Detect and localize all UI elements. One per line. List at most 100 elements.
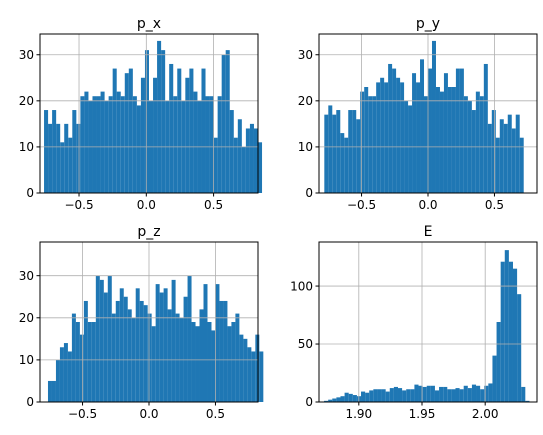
y-tick-label: 20 [19, 311, 34, 325]
histogram-bar [120, 96, 125, 193]
y-tick-label: 0 [26, 186, 34, 200]
histogram-bar [91, 322, 96, 402]
bars [44, 40, 263, 194]
histogram-bar [99, 279, 104, 402]
y-tick-label: 30 [19, 48, 34, 62]
panel-p_x: −0.5 0.0 0.5 0 10 20 30 p_x [19, 16, 263, 212]
chart-title: p_z [137, 224, 160, 240]
histogram-bar [205, 96, 210, 193]
histogram-bar [217, 96, 222, 193]
histogram-bar [157, 40, 162, 193]
histogram-bar [75, 322, 80, 402]
histogram-bar [235, 313, 240, 402]
histogram-bar [71, 313, 76, 402]
histogram-bar [336, 397, 341, 402]
chart-title: p_x [137, 16, 161, 32]
histogram-bar [79, 334, 84, 402]
histogram-bar [203, 284, 208, 402]
histogram-bar [144, 50, 149, 193]
bars [47, 275, 264, 402]
histogram-bar [402, 390, 407, 402]
histogram-bar [68, 137, 73, 193]
histogram-bar [48, 123, 53, 193]
histogram-bar [221, 54, 226, 193]
histogram-bar [219, 300, 224, 402]
histogram-bar [491, 110, 496, 193]
histogram-bar [213, 137, 218, 193]
histogram-bar [381, 389, 386, 402]
histogram-bar [209, 96, 214, 193]
histogram-bar [108, 96, 113, 193]
histogram-bar [243, 338, 248, 402]
histogram-bar [253, 128, 258, 193]
histogram-bar [55, 359, 60, 402]
x-tick-label: −0.5 [68, 407, 97, 421]
histogram-bar [173, 96, 178, 193]
histogram-bar [364, 87, 369, 193]
histogram-bar [151, 326, 156, 402]
histogram-bar [80, 96, 85, 193]
histogram-bar [76, 123, 81, 193]
histogram-bar [397, 388, 403, 402]
histogram-bar [237, 119, 242, 193]
histogram-bar [123, 296, 128, 402]
histogram-bar [249, 123, 254, 193]
histogram-bar [426, 385, 431, 402]
histogram-bar [455, 388, 460, 402]
panel-p_y: −0.5 0.0 0.5 0 10 20 30 p_y [298, 16, 538, 212]
histogram-bar [67, 351, 72, 402]
histogram-bar [385, 391, 390, 402]
histogram-bar [140, 77, 145, 193]
x-tick-label: 0.5 [204, 198, 223, 212]
histogram-bar [247, 347, 252, 402]
histogram-bar [195, 326, 200, 402]
y-tick-label: 50 [298, 337, 313, 351]
histogram-bar [422, 386, 427, 402]
x-tick-label: 1.95 [409, 407, 436, 421]
histogram-bar [332, 398, 337, 402]
histogram-bar [64, 123, 69, 193]
histogram-bar [519, 137, 524, 193]
chart-title: E [424, 224, 433, 240]
histogram-bar [455, 68, 460, 193]
histogram-bar [95, 275, 100, 402]
histogram-bar [72, 110, 77, 193]
y-tick-label: 0 [305, 395, 313, 409]
x-tick-label: 0.0 [418, 198, 437, 212]
y-tick-label: 30 [298, 48, 313, 62]
histogram-bar [439, 91, 444, 193]
histogram-bar [459, 389, 464, 402]
y-tick-label: 20 [298, 94, 313, 108]
axes-frame [39, 33, 259, 194]
histogram-bar [508, 261, 513, 402]
histogram-bar [59, 347, 64, 402]
histogram-bar [340, 396, 345, 402]
histogram-bar [479, 96, 484, 193]
y-tick-label: 10 [298, 140, 313, 154]
histogram-bar [229, 110, 234, 193]
histogram-bar [231, 322, 236, 402]
histogram-bar [127, 309, 132, 402]
bars [324, 250, 530, 402]
histogram-bar [227, 326, 232, 402]
histogram-bar [132, 96, 137, 193]
histogram-bar [430, 385, 435, 402]
histogram-bar [388, 63, 393, 194]
y-tick-label: 20 [19, 94, 34, 108]
histogram-bar [207, 322, 212, 402]
histogram-bar [424, 96, 428, 193]
histogram-bar [416, 82, 421, 193]
histogram-bar [484, 385, 489, 402]
histogram-bar [369, 390, 374, 402]
histogram-bar [463, 385, 468, 402]
x-tick-label: 0.0 [137, 198, 156, 212]
histogram-bar [488, 383, 493, 402]
histogram-bar [328, 105, 333, 193]
histogram-bar [515, 114, 520, 193]
histogram-bar [443, 73, 448, 193]
histogram-bar [492, 355, 497, 402]
histogram-bar [258, 142, 263, 193]
y-tick-label: 0 [26, 395, 34, 409]
x-tick-label: 0.5 [485, 198, 504, 212]
